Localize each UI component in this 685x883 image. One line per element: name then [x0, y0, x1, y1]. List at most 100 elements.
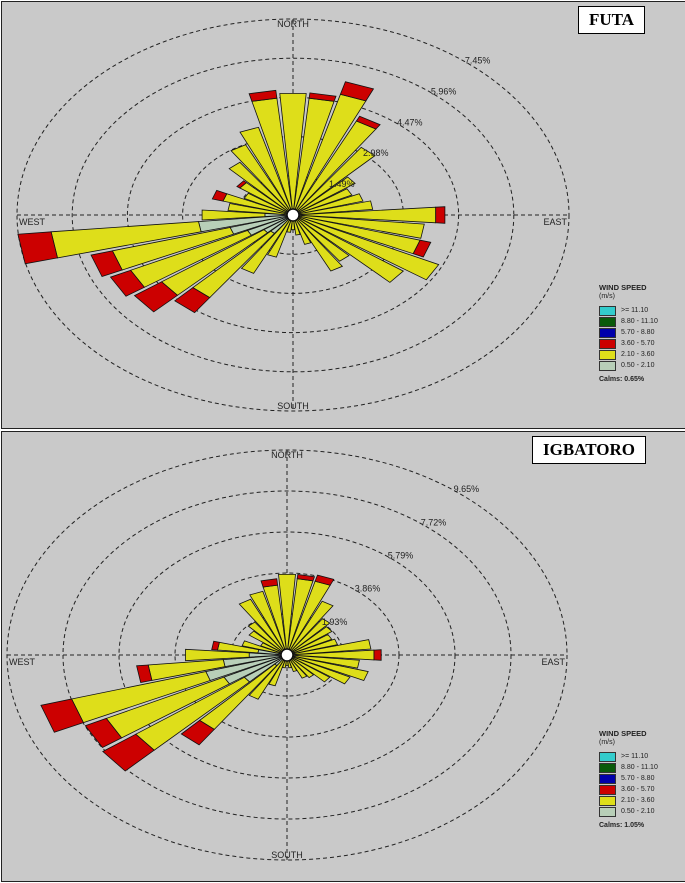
- legend-item: 2.10 - 3.60: [599, 795, 658, 806]
- sector-350: [248, 89, 293, 212]
- legend-label: 3.60 - 5.70: [621, 786, 655, 793]
- sector-band: [90, 250, 123, 277]
- legend-title: WIND SPEED: [599, 729, 647, 738]
- ring-label: 2.98%: [363, 148, 389, 158]
- ring-label: 3.86%: [355, 584, 381, 594]
- sector-band: [435, 206, 446, 224]
- wind-rose-chart: 1.49% 2.98% 4.47% 5.96% 7.45% NORTH SOUTH EAST W…: [16, 18, 570, 412]
- sector-270: [185, 648, 282, 662]
- ring-label: 1.93%: [322, 617, 348, 627]
- legend-swatch: [599, 327, 616, 338]
- sector-band: [355, 115, 381, 130]
- sector-band: [17, 231, 58, 265]
- legend-swatch: [599, 806, 616, 817]
- sector-band: [236, 180, 248, 189]
- sector-230: [102, 657, 284, 772]
- legend-swatch: [599, 316, 616, 327]
- compass-east: EAST: [543, 217, 567, 227]
- wind-speed-legend: WIND SPEED (m/s) >= 11.10 8.80 - 11.10 5.7…: [599, 283, 658, 383]
- sector-220: [180, 657, 285, 746]
- sector-260: [17, 214, 288, 265]
- sector-band: [412, 239, 432, 258]
- legend-swatch: [599, 360, 616, 371]
- sector-band: [185, 648, 250, 662]
- legend-label: 2.10 - 3.60: [621, 797, 655, 804]
- sector-band: [84, 717, 123, 749]
- ring-label: 1.49%: [329, 179, 355, 189]
- legend-swatch: [599, 795, 616, 806]
- wind-speed-legend: WIND SPEED (m/s) >= 11.10 8.80 - 11.10 5.7…: [599, 729, 658, 829]
- legend-item: 2.10 - 3.60: [599, 349, 658, 360]
- sector-band: [373, 649, 382, 661]
- sector-band: [211, 189, 228, 202]
- sector-band: [174, 287, 211, 314]
- sector-band: [40, 698, 84, 733]
- legend-item: >= 11.10: [599, 751, 658, 762]
- station-label: FUTA: [577, 6, 645, 34]
- legend-label: 2.10 - 3.60: [621, 351, 655, 358]
- ring-label: 5.96%: [431, 86, 457, 96]
- legend-label: 0.50 - 2.10: [621, 362, 655, 369]
- legend-label: 8.80 - 11.10: [621, 318, 658, 325]
- ring-label: 7.72%: [421, 517, 447, 527]
- ring-label: 9.65%: [454, 484, 480, 494]
- compass-north: NORTH: [277, 19, 309, 29]
- legend-label: 0.50 - 2.10: [621, 808, 655, 815]
- sector-240: [84, 656, 283, 749]
- ring-5: [16, 18, 570, 412]
- sector-band: [296, 574, 316, 582]
- legend-label: 5.70 - 8.80: [621, 775, 655, 782]
- wind-rose-chart: 1.93% 3.86% 5.79% 7.72% 9.65% NORTH SOUTH EAST W…: [6, 449, 568, 861]
- compass-south: SOUTH: [271, 850, 303, 860]
- legend-unit: (m/s): [599, 293, 615, 300]
- legend-item: 0.50 - 2.10: [599, 360, 658, 371]
- sector-260: [136, 654, 282, 683]
- legend-swatch: [599, 349, 616, 360]
- station-label: IGBATORO: [532, 436, 646, 464]
- sector-band: [248, 89, 278, 102]
- compass-west: WEST: [9, 657, 36, 667]
- ring-label: 5.79%: [388, 551, 414, 561]
- compass-north: NORTH: [271, 450, 303, 460]
- legend-item: 3.60 - 5.70: [599, 338, 658, 349]
- sector-10: [293, 92, 337, 212]
- sector-band: [308, 92, 337, 102]
- sector-band: [109, 269, 146, 297]
- legend-label: 5.70 - 8.80: [621, 329, 655, 336]
- legend-item: 5.70 - 8.80: [599, 327, 658, 338]
- wind-rose-panel-futa: 1.49% 2.98% 4.47% 5.96% 7.45% NORTH SOUTH EAST W…: [1, 1, 685, 429]
- legend-item: 8.80 - 11.10: [599, 762, 658, 773]
- sector-230: [133, 217, 290, 313]
- legend-label: >= 11.10: [621, 753, 649, 760]
- sector-220: [174, 217, 291, 314]
- legend-swatch: [599, 773, 616, 784]
- calms-label: Calms: 1.05%: [599, 822, 645, 829]
- legend-item: 5.70 - 8.80: [599, 773, 658, 784]
- ring-label: 4.47%: [397, 117, 423, 127]
- sector-band: [314, 574, 335, 586]
- legend-title: WIND SPEED: [599, 283, 647, 292]
- sector-250: [90, 215, 289, 277]
- legend-item: >= 11.10: [599, 305, 658, 316]
- sector-band: [102, 733, 155, 772]
- sector-band: [180, 719, 215, 746]
- legend-swatch: [599, 784, 616, 795]
- calm-circle: [280, 648, 294, 662]
- legend-rows: >= 11.10 8.80 - 11.10 5.70 - 8.80 3.60 - 5.…: [599, 751, 658, 817]
- compass-east: EAST: [541, 657, 565, 667]
- legend-item: 3.60 - 5.70: [599, 784, 658, 795]
- ring-label: 7.45%: [465, 56, 491, 66]
- sector-band: [339, 81, 375, 102]
- sector-band: [136, 664, 153, 683]
- legend-rows: >= 11.10 8.80 - 11.10 5.70 - 8.80 3.60 - 5.…: [599, 305, 658, 371]
- legend-label: 3.60 - 5.70: [621, 340, 655, 347]
- legend-swatch: [599, 762, 616, 773]
- sector-250: [40, 655, 283, 733]
- sector-20: [294, 81, 375, 212]
- sector-band: [211, 640, 220, 651]
- wind-rose-panel-igbatoro: 1.93% 3.86% 5.79% 7.72% 9.65% NORTH SOUTH EAST W…: [1, 431, 685, 882]
- sector-350: [260, 578, 287, 652]
- calm-circle: [286, 208, 300, 222]
- sector-240: [109, 216, 289, 297]
- legend-item: 0.50 - 2.10: [599, 806, 658, 817]
